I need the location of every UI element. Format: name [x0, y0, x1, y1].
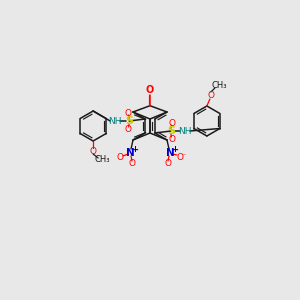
- Text: S: S: [125, 116, 133, 126]
- Text: O: O: [164, 160, 172, 169]
- Text: NH: NH: [108, 116, 122, 125]
- Text: ⁻: ⁻: [122, 152, 126, 161]
- Text: NH: NH: [178, 127, 192, 136]
- Text: O: O: [168, 134, 175, 143]
- Text: N: N: [166, 148, 174, 158]
- Text: O: O: [128, 160, 136, 169]
- Text: CH₃: CH₃: [94, 155, 110, 164]
- Text: CH₃: CH₃: [211, 80, 226, 89]
- Text: S: S: [167, 126, 175, 136]
- Text: O: O: [124, 109, 132, 118]
- Text: +: +: [131, 146, 139, 154]
- Text: O: O: [116, 154, 124, 163]
- Text: O: O: [168, 118, 175, 127]
- Text: N: N: [126, 148, 134, 158]
- Text: O: O: [146, 85, 154, 95]
- Text: O: O: [176, 152, 184, 161]
- Text: +: +: [172, 146, 178, 154]
- Text: ⁻: ⁻: [182, 152, 186, 160]
- Text: O: O: [90, 146, 97, 155]
- Text: O: O: [124, 124, 132, 134]
- Text: O: O: [207, 91, 214, 100]
